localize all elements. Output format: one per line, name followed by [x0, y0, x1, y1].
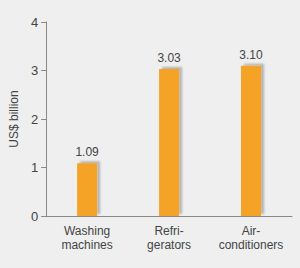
svg-text:US$ billion: US$ billion	[7, 90, 21, 147]
svg-text:3.03: 3.03	[157, 51, 181, 65]
svg-text:gerators: gerators	[147, 238, 191, 252]
svg-text:Washing: Washing	[64, 224, 110, 238]
svg-text:1.09: 1.09	[75, 145, 99, 159]
svg-text:4: 4	[31, 15, 38, 30]
svg-text:Refri-: Refri-	[154, 224, 183, 238]
svg-text:3: 3	[31, 63, 38, 78]
svg-text:1: 1	[31, 160, 38, 175]
svg-text:conditioners: conditioners	[219, 238, 284, 252]
svg-text:2: 2	[31, 112, 38, 127]
svg-text:3.10: 3.10	[239, 48, 263, 62]
svg-text:0: 0	[31, 209, 38, 224]
svg-text:Air-: Air-	[242, 224, 261, 238]
svg-text:machines: machines	[61, 238, 112, 252]
